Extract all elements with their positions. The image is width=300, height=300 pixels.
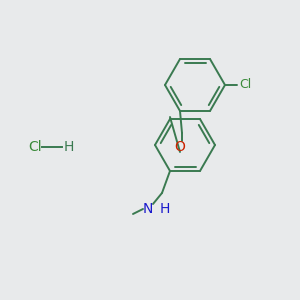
Text: H: H bbox=[160, 202, 170, 216]
Text: H: H bbox=[64, 140, 74, 154]
Text: Cl: Cl bbox=[28, 140, 42, 154]
Text: Cl: Cl bbox=[239, 79, 251, 92]
Text: N: N bbox=[143, 202, 153, 216]
Text: O: O bbox=[175, 140, 185, 154]
